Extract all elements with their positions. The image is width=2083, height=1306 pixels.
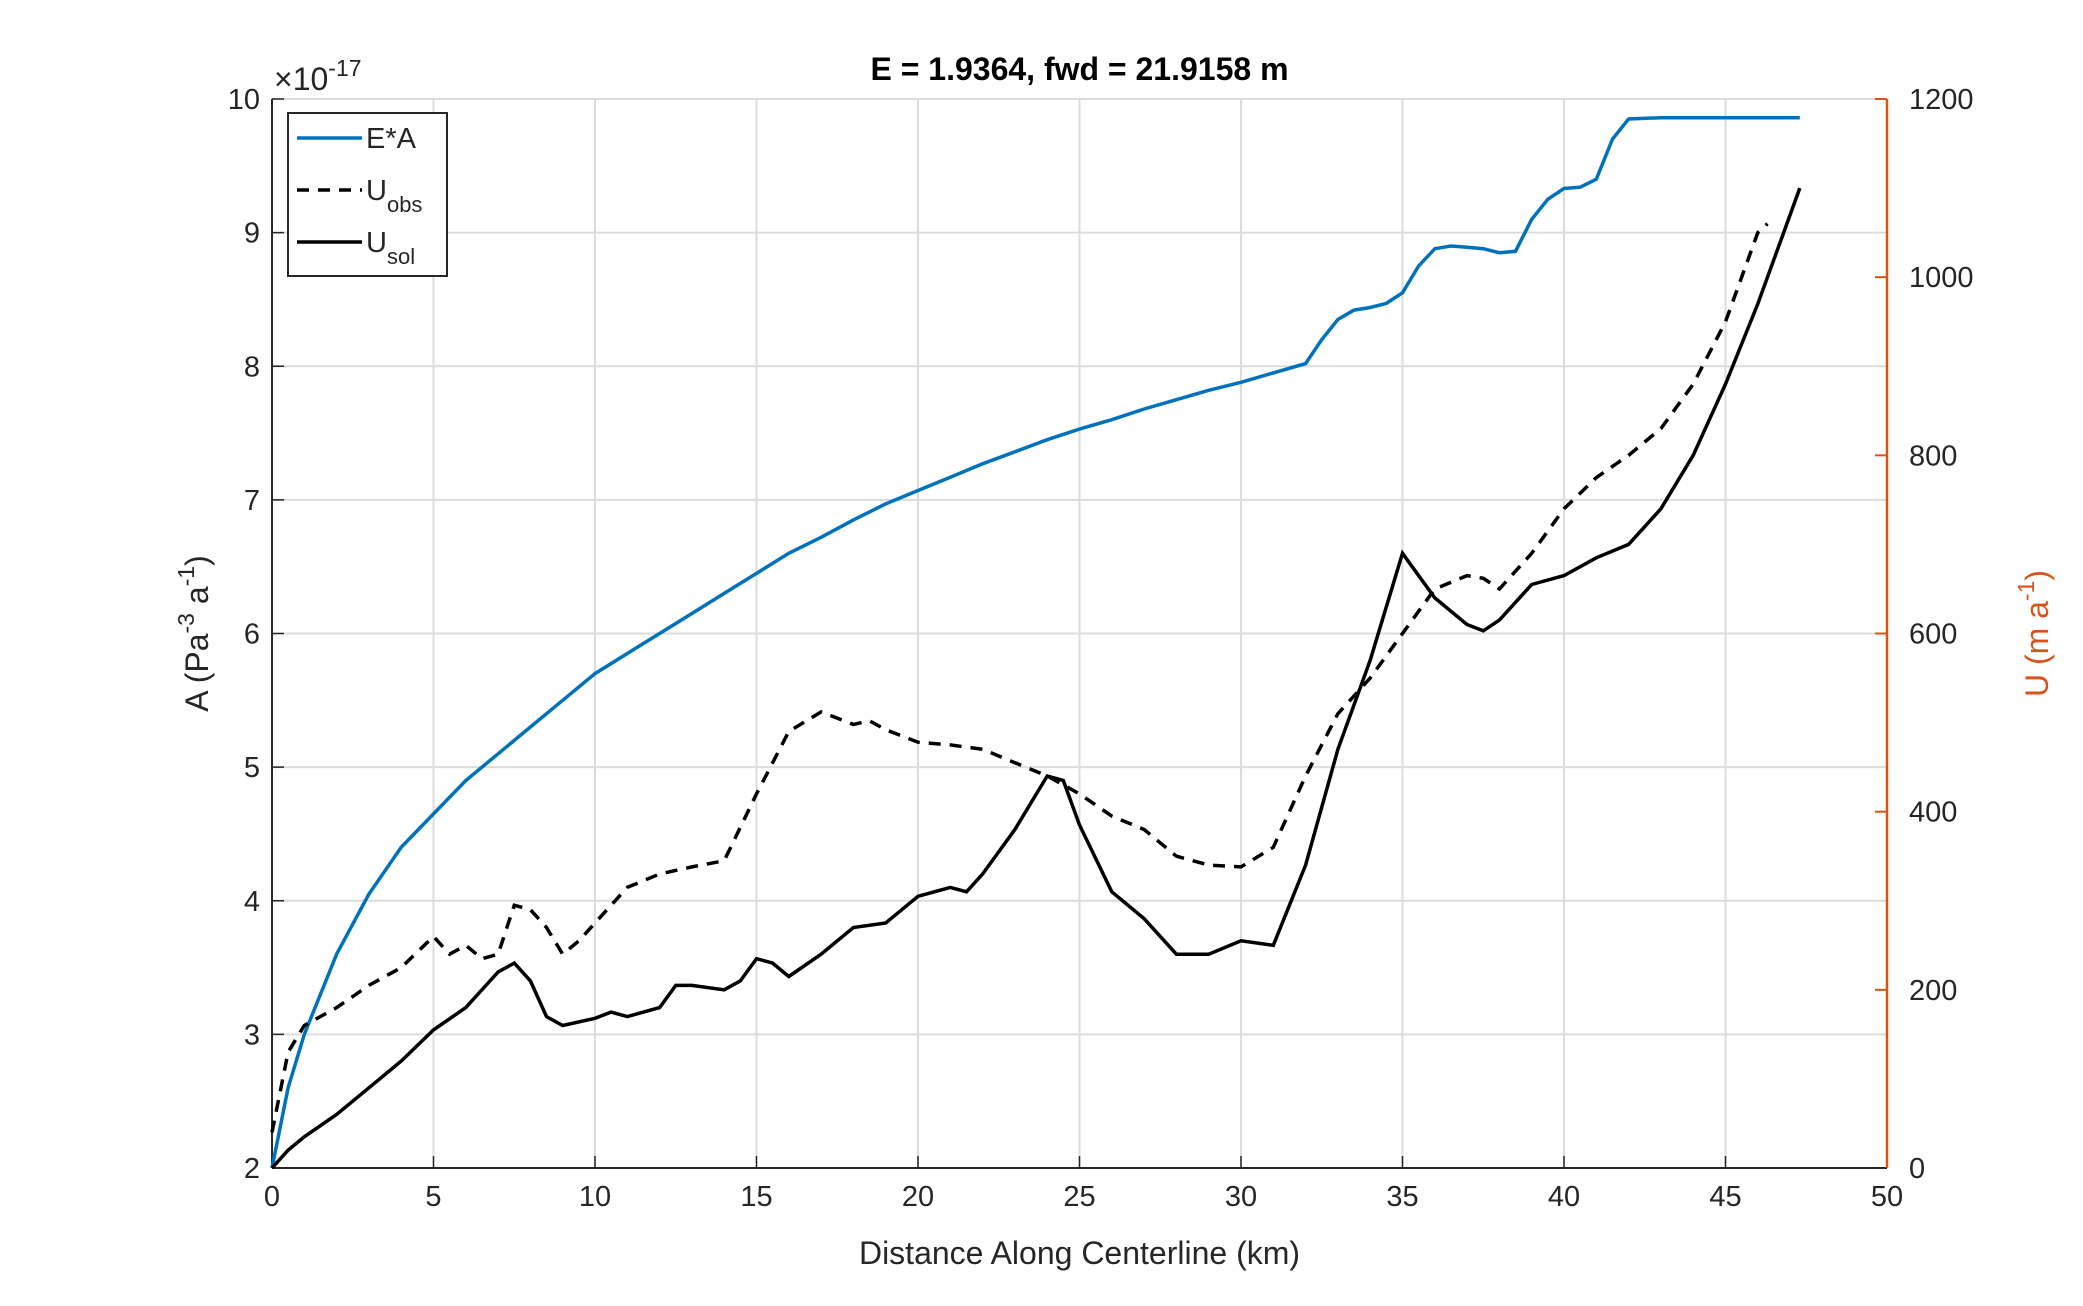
y-tick-label: 6 xyxy=(244,619,260,651)
y-tick-label: 7 xyxy=(244,485,260,517)
legend-label: Usol xyxy=(366,227,415,269)
x-tick-label: 35 xyxy=(1386,1181,1418,1213)
legend-label: Uobs xyxy=(366,175,422,217)
y2-tick-label: 600 xyxy=(1909,619,1957,651)
superscript: -17 xyxy=(328,55,361,81)
data-line xyxy=(270,222,1769,1133)
legend-name: E*A xyxy=(366,123,417,155)
y-axis-label: A (Pa-3 a-1) xyxy=(173,555,215,712)
x-tick-label: 45 xyxy=(1709,1181,1741,1213)
x-tick-label: 5 xyxy=(425,1181,441,1213)
y-tick-label: 9 xyxy=(244,218,260,250)
y2-tick-label: 400 xyxy=(1909,797,1957,829)
legend-name: U xyxy=(366,227,387,259)
x-tick-label: 10 xyxy=(579,1181,611,1213)
y-tick-label: 4 xyxy=(244,886,260,918)
label-part: a xyxy=(179,586,215,613)
label-part: A (Pa xyxy=(179,633,215,711)
y2-tick-label: 0 xyxy=(1909,1153,1925,1185)
label-part: ) xyxy=(179,555,215,566)
label-part: ) xyxy=(2019,570,2055,581)
x-tick-label: 30 xyxy=(1225,1181,1257,1213)
x-tick-label: 25 xyxy=(1063,1181,1095,1213)
x-tick-label: 50 xyxy=(1871,1181,1903,1213)
y2-tick-label: 1200 xyxy=(1909,84,1974,116)
chart-title: E = 1.9364, fwd = 21.9158 m xyxy=(870,51,1288,87)
x-tick-label: 20 xyxy=(902,1181,934,1213)
x-tick-label: 40 xyxy=(1548,1181,1580,1213)
y2-tick-label: 1000 xyxy=(1909,262,1974,294)
y-tick-label: 5 xyxy=(244,752,260,784)
legend-subscript: sol xyxy=(387,244,415,269)
y-tick-label: 10 xyxy=(228,84,260,116)
y-tick-label: 8 xyxy=(244,351,260,383)
data-line xyxy=(270,187,1802,1170)
y-tick-label: 3 xyxy=(244,1019,260,1051)
superscript: -3 xyxy=(173,613,199,633)
label-part: ×10 xyxy=(274,61,328,97)
legend-box xyxy=(287,112,448,277)
superscript: -1 xyxy=(173,566,199,586)
y-tick-label: 2 xyxy=(244,1153,260,1185)
x-tick-label: 0 xyxy=(264,1181,280,1213)
label-part: U (m a xyxy=(2019,601,2055,697)
y2-axis-label: U (m a-1) xyxy=(2013,570,2055,697)
y2-tick-label: 200 xyxy=(1909,975,1957,1007)
legend-label: E*A xyxy=(366,123,417,155)
x-tick-label: 15 xyxy=(740,1181,772,1213)
legend-name: U xyxy=(366,175,387,207)
superscript: -1 xyxy=(2013,581,2039,601)
y2-tick-label: 800 xyxy=(1909,440,1957,472)
legend-subscript: obs xyxy=(387,192,422,217)
x-axis-label: Distance Along Centerline (km) xyxy=(859,1235,1300,1271)
data-line xyxy=(270,115,1800,1169)
y-exponent: ×10-17 xyxy=(274,55,362,97)
